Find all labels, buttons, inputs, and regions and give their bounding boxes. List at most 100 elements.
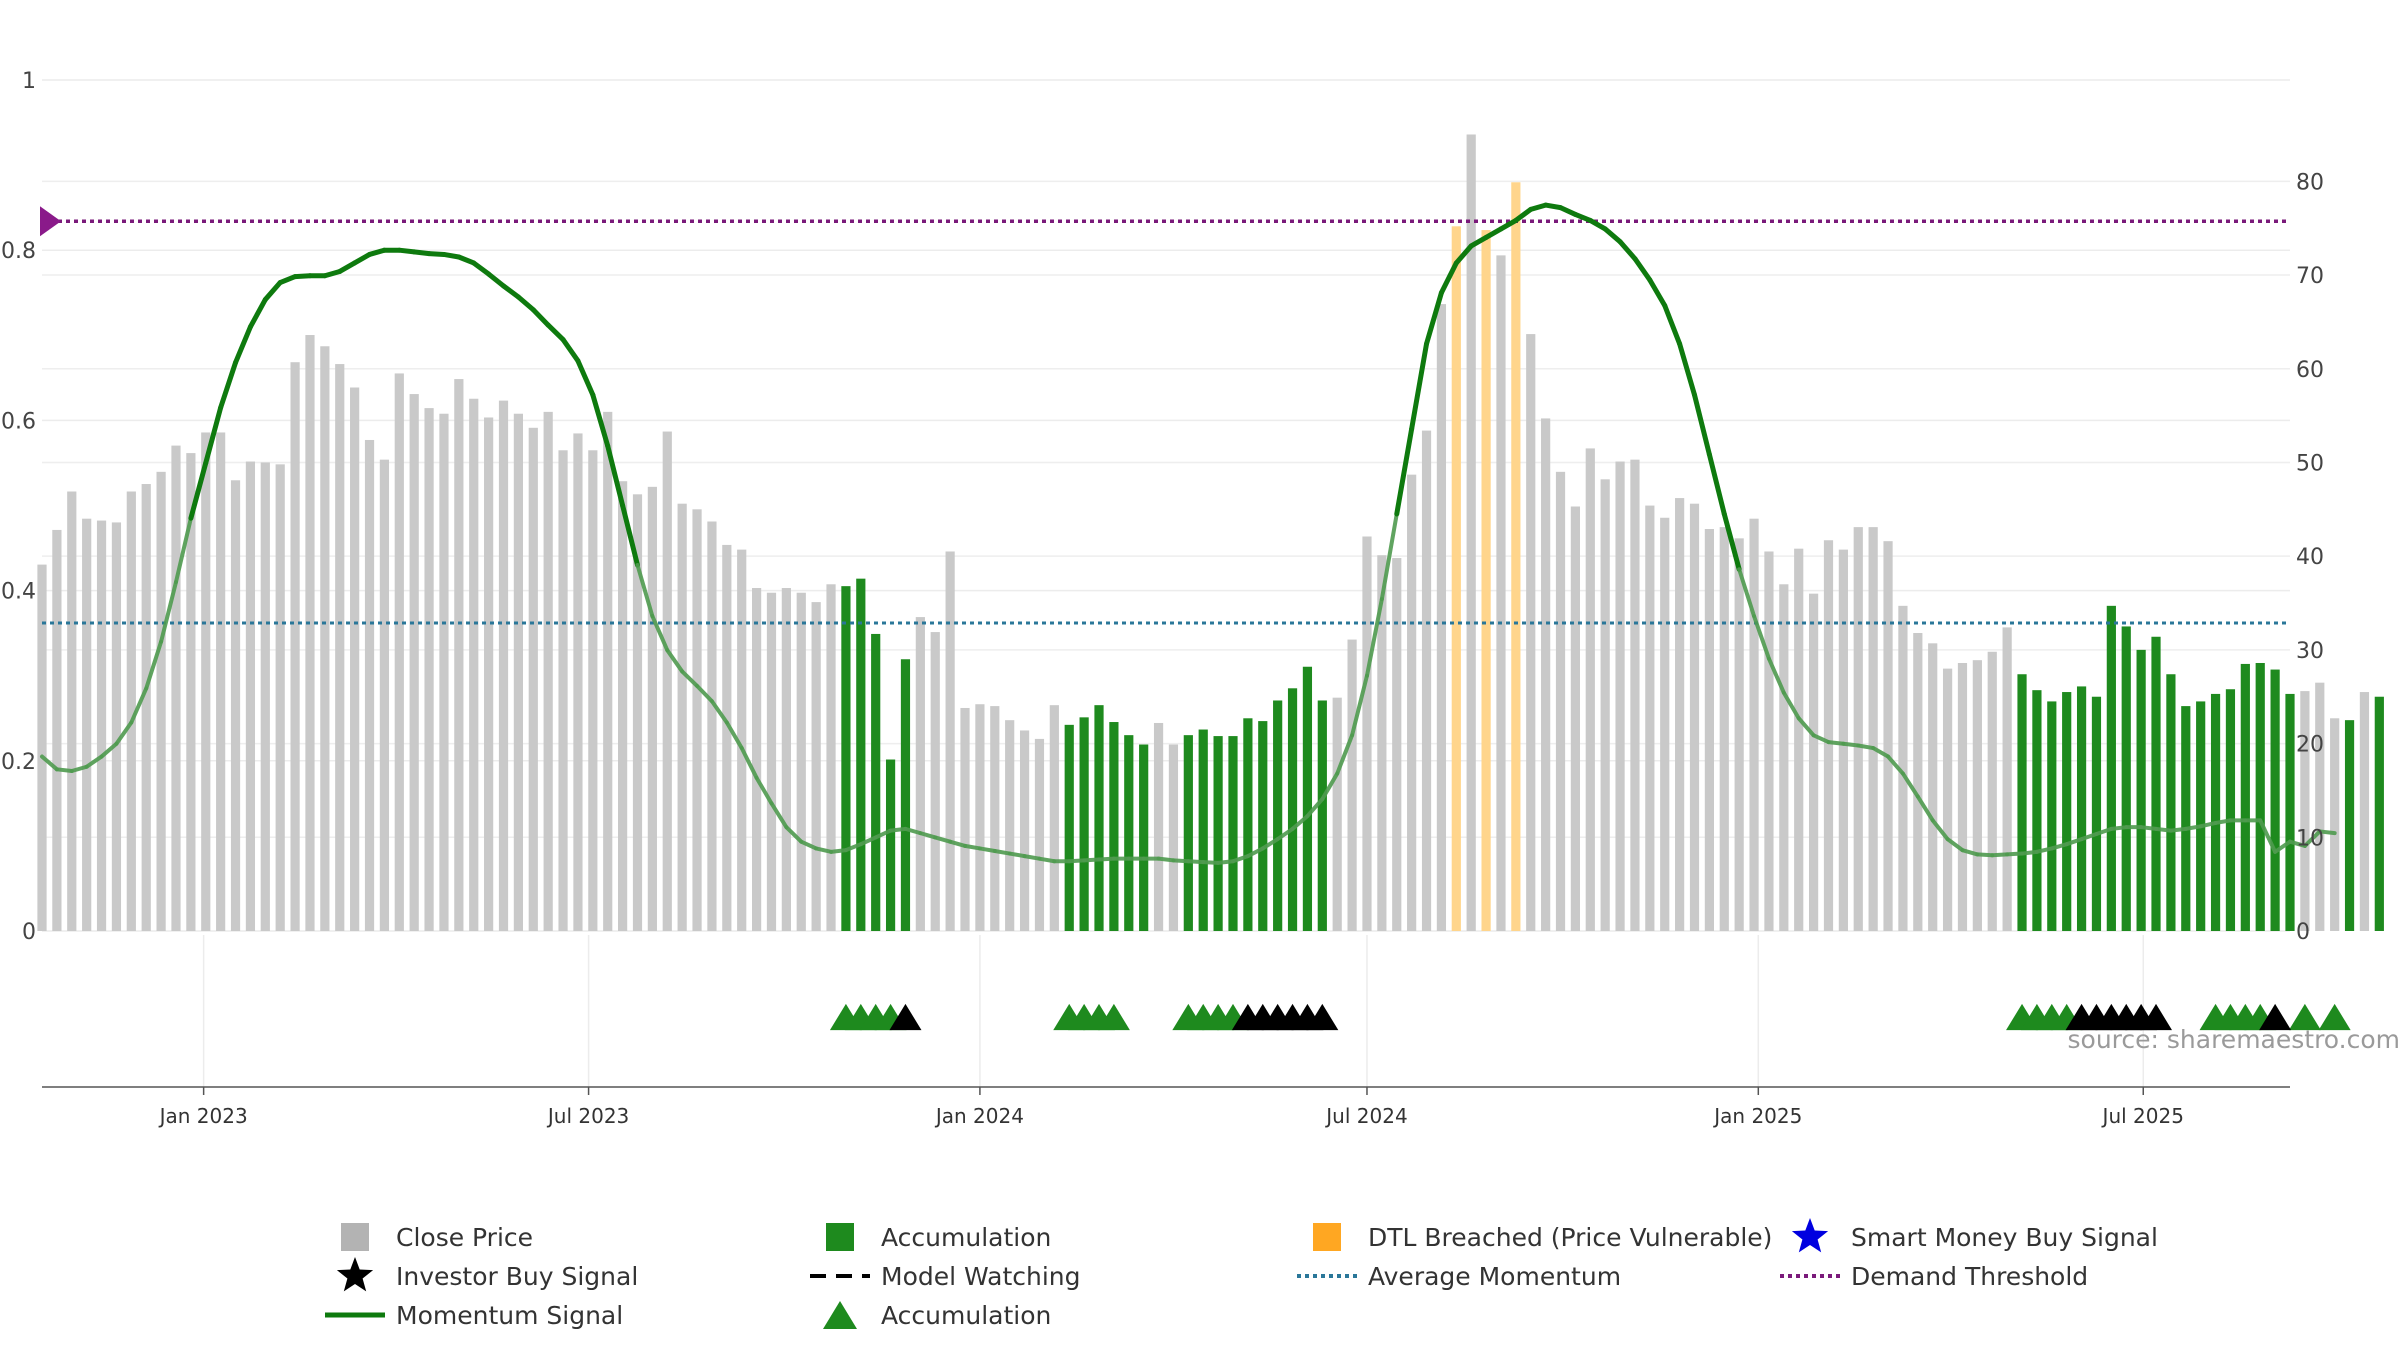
legend-triangle-icon bbox=[823, 1301, 857, 1329]
legend-item-investor-buy-signal: Investor Buy Signal bbox=[337, 1257, 638, 1291]
close-price-bar bbox=[2360, 692, 2369, 931]
legend-label: Demand Threshold bbox=[1851, 1262, 2088, 1291]
momentum-signal-segment bbox=[1709, 454, 1724, 514]
accumulation-bar bbox=[2375, 697, 2384, 931]
source-note: source: sharemaestro.com bbox=[2068, 1025, 2400, 1054]
momentum-signal-segment bbox=[1069, 860, 1084, 861]
accumulation-bar bbox=[1243, 718, 1252, 931]
close-price-bar bbox=[424, 408, 433, 931]
accumulation-bar bbox=[1124, 735, 1133, 931]
momentum-signal-segment bbox=[2171, 829, 2186, 831]
left-axis-tick-label: 1 bbox=[22, 69, 36, 94]
bars-layer bbox=[37, 134, 2384, 931]
legend-item-demand-threshold: Demand Threshold bbox=[1780, 1262, 2088, 1291]
legend-item-close-price: Close Price bbox=[341, 1223, 533, 1252]
close-price-bar bbox=[1764, 551, 1773, 931]
momentum-signal-segment bbox=[57, 769, 72, 771]
right-axis-tick-label: 60 bbox=[2296, 358, 2324, 383]
accumulation-bar bbox=[2345, 720, 2354, 931]
right-axis-tick-label: 0 bbox=[2296, 920, 2310, 945]
accumulation-bar bbox=[1109, 722, 1118, 931]
momentum-signal-segment bbox=[1828, 742, 1843, 744]
momentum-signal-segment bbox=[578, 361, 593, 395]
grid-layer bbox=[42, 80, 2290, 1087]
close-price-bar bbox=[1720, 527, 1729, 931]
momentum-signal-segment bbox=[563, 340, 578, 361]
close-price-bar bbox=[1437, 304, 1446, 931]
accumulation-bar bbox=[1080, 717, 1089, 931]
close-price-bar bbox=[1854, 527, 1863, 931]
accumulation-bar bbox=[2062, 692, 2071, 931]
close-price-bar bbox=[767, 593, 776, 931]
close-price-bar bbox=[990, 706, 999, 931]
momentum-signal-segment bbox=[1695, 395, 1710, 455]
close-price-bar bbox=[484, 417, 493, 931]
close-price-bar bbox=[663, 432, 672, 931]
accumulation-bar bbox=[1288, 688, 1297, 931]
close-price-bar bbox=[1496, 255, 1505, 931]
close-price-bar bbox=[1601, 479, 1610, 931]
momentum-signal-segment bbox=[1858, 745, 1873, 748]
momentum-signal-segment bbox=[831, 850, 846, 852]
close-price-bar bbox=[1883, 541, 1892, 931]
close-price-bar bbox=[142, 484, 151, 931]
momentum-signal-segment bbox=[1650, 280, 1665, 306]
accumulation-bar bbox=[2271, 670, 2280, 931]
accumulation-bar bbox=[2256, 663, 2265, 931]
close-price-bar bbox=[1050, 705, 1059, 931]
legend-item-dtl-breached-price-vulnerable: DTL Breached (Price Vulnerable) bbox=[1313, 1223, 1772, 1252]
close-price-bar bbox=[1169, 745, 1178, 931]
close-price-bar bbox=[1973, 660, 1982, 931]
momentum-signal-segment bbox=[1084, 860, 1099, 861]
legend-item-model-watching: Model Watching bbox=[810, 1262, 1081, 1291]
close-price-bar bbox=[1735, 538, 1744, 931]
close-price-bar bbox=[812, 602, 821, 931]
close-price-bar bbox=[514, 414, 523, 931]
accumulation-bar bbox=[2196, 701, 2205, 931]
accumulation-bar bbox=[856, 579, 865, 931]
legend-star-icon bbox=[337, 1257, 373, 1291]
accumulation-bar bbox=[1214, 736, 1223, 931]
close-price-bar bbox=[1035, 739, 1044, 931]
legend-item-momentum-signal: Momentum Signal bbox=[325, 1301, 623, 1330]
momentum-signal-segment bbox=[504, 286, 519, 297]
close-price-bar bbox=[1541, 418, 1550, 931]
close-price-bar bbox=[1690, 504, 1699, 931]
close-price-bar bbox=[797, 593, 806, 931]
momentum-signal-segment bbox=[236, 327, 251, 363]
accumulation-bar bbox=[2122, 626, 2131, 931]
accumulation-bar bbox=[841, 586, 850, 931]
close-price-bar bbox=[826, 584, 835, 931]
legend-label: Investor Buy Signal bbox=[396, 1262, 638, 1291]
momentum-signal-segment bbox=[1010, 854, 1025, 857]
close-price-bar bbox=[97, 521, 106, 931]
momentum-signal-segment bbox=[2216, 820, 2231, 823]
close-price-bar bbox=[1943, 669, 1952, 931]
momentum-signal-segment bbox=[2186, 826, 2201, 829]
momentum-signal-segment bbox=[1992, 854, 2007, 855]
close-price-bar bbox=[2315, 683, 2324, 931]
close-price-bar bbox=[410, 394, 419, 931]
close-price-bar bbox=[320, 346, 329, 931]
close-price-bar bbox=[201, 432, 210, 931]
close-price-bar bbox=[395, 373, 404, 931]
accumulation-bar bbox=[1303, 667, 1312, 931]
right-axis-tick-label: 30 bbox=[2296, 639, 2324, 664]
legend-item-smart-money-buy-signal: Smart Money Buy Signal bbox=[1792, 1218, 2158, 1252]
close-price-bar bbox=[1988, 652, 1997, 931]
close-price-bar bbox=[678, 504, 687, 931]
close-price-bar bbox=[469, 399, 478, 931]
accumulation-bar bbox=[1139, 745, 1148, 931]
close-price-bar bbox=[82, 519, 91, 931]
momentum-signal-segment bbox=[2141, 827, 2156, 829]
close-price-bar bbox=[1660, 518, 1669, 931]
close-price-bar bbox=[156, 472, 165, 931]
close-price-bar bbox=[544, 412, 553, 931]
close-price-bar bbox=[529, 428, 538, 931]
close-price-bar bbox=[558, 450, 567, 931]
accumulation-bar bbox=[2017, 674, 2026, 931]
accumulation-bar bbox=[2137, 650, 2146, 931]
legend-swatch-square bbox=[1313, 1223, 1341, 1251]
